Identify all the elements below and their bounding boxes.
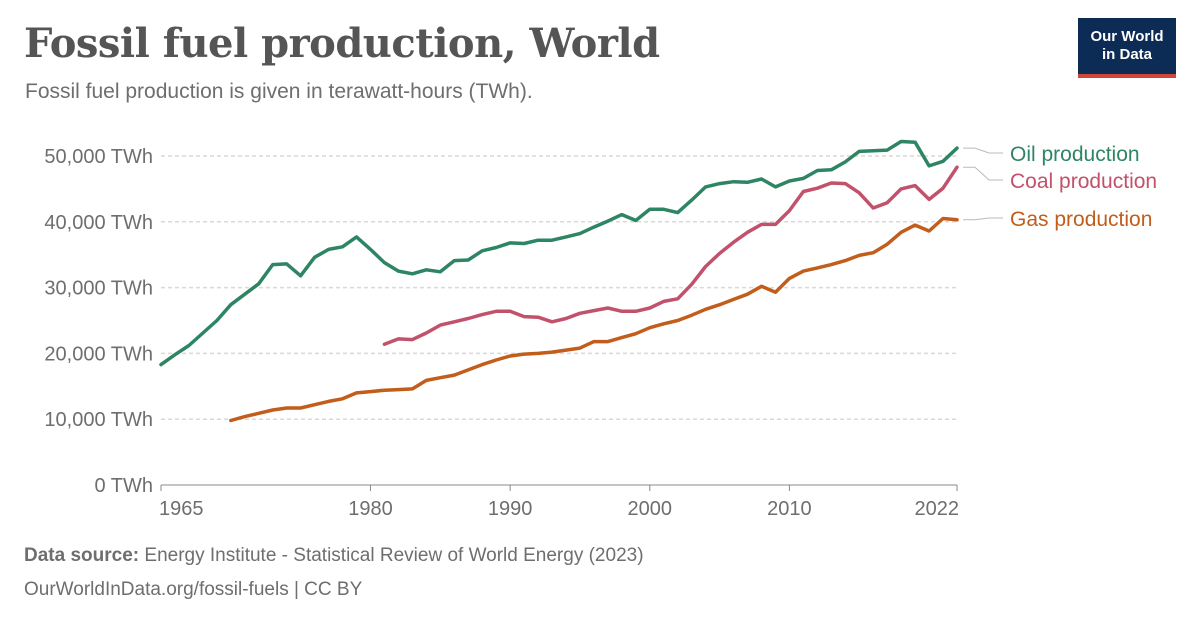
axis-layer: 0 TWh 10,000 TWh 20,000 TWh 30,000 TWh 40,00… [44, 146, 959, 520]
coal-production-line[interactable] [382, 165, 959, 346]
data-source-text: Energy Institute - Statistical Review of… [144, 545, 644, 566]
x-tick-label: 2010 [767, 498, 812, 520]
source-link[interactable]: OurWorldInData.org/fossil-fuels | CC BY [24, 579, 363, 600]
y-tick-label: 10,000 TWh [44, 409, 153, 431]
legend-layer: Oil production Coal production Gas product… [963, 143, 1157, 231]
series-layer [159, 139, 959, 423]
gas-production-line[interactable] [229, 216, 959, 423]
chart-title: Fossil fuel production, World [24, 20, 660, 67]
oil-production-line[interactable] [159, 139, 959, 367]
oil-production-legend-label: Oil production [1010, 143, 1140, 166]
x-tick-label: 1990 [488, 498, 533, 520]
coal-production-leader-line [963, 166, 1003, 181]
coal-production-legend-label: Coal production [1010, 170, 1157, 193]
data-source-label: Data source: [24, 545, 140, 566]
x-tick-label: 2000 [628, 498, 673, 520]
x-tick-label: 2022 [915, 498, 960, 520]
data-source-line: Data source: Energy Institute - Statisti… [24, 545, 644, 567]
x-tick-label: 1980 [348, 498, 393, 520]
oil-production-leader-line [963, 147, 1003, 154]
y-tick-label: 40,000 TWh [44, 212, 153, 234]
x-tick-label: 1965 [159, 498, 204, 520]
y-tick-label: 50,000 TWh [44, 146, 153, 168]
gas-production-legend-label: Gas production [1010, 208, 1152, 231]
logo-line-1: Our World [1090, 28, 1164, 45]
logo-line-2: in Data [1101, 46, 1152, 63]
y-tick-label: 0 TWh [94, 475, 153, 497]
y-tick-label: 20,000 TWh [44, 343, 153, 365]
grid-layer [161, 155, 957, 420]
gas-production-leader-line [963, 217, 1003, 221]
y-tick-label: 30,000 TWh [44, 278, 153, 300]
owid-logo[interactable]: Our World in Data [1078, 18, 1176, 78]
chart-subtitle: Fossil fuel production is given in teraw… [25, 80, 533, 103]
